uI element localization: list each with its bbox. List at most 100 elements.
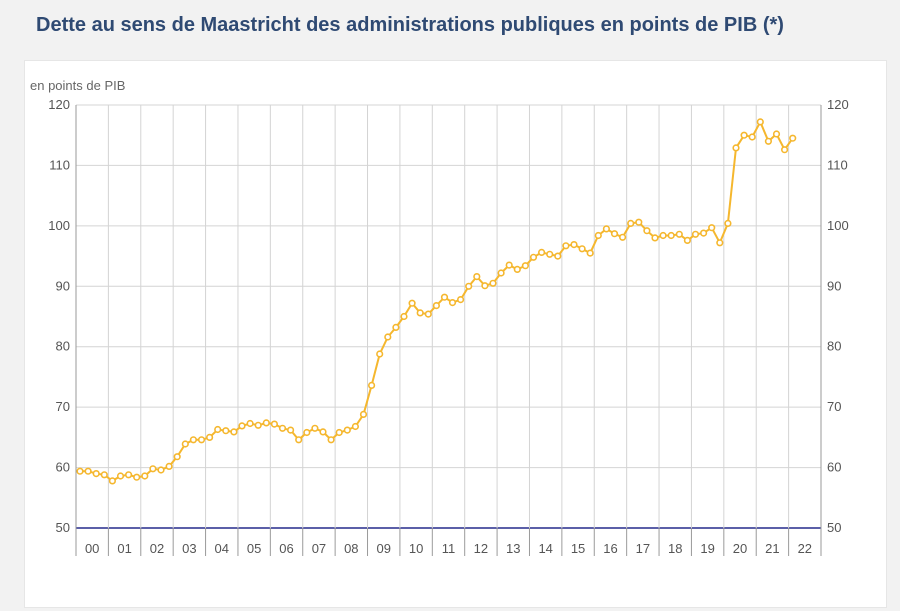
data-point (489, 279, 497, 287)
data-point (84, 467, 92, 475)
x-tick-label: 15 (571, 541, 585, 556)
x-tick-label: 04 (215, 541, 229, 556)
data-point (529, 253, 538, 261)
data-point (586, 249, 594, 257)
y-tick-label-right: 120 (827, 97, 849, 112)
data-point (675, 230, 683, 238)
x-tick-label: 02 (150, 541, 164, 556)
data-point (578, 245, 586, 253)
data-point (206, 433, 214, 442)
x-tick-label: 01 (117, 541, 131, 556)
data-point (173, 453, 181, 461)
y-axis-unit-label: en points de PIB (30, 78, 126, 93)
data-point (570, 241, 578, 249)
data-point (262, 419, 270, 427)
data-point (359, 410, 368, 419)
data-point (554, 252, 562, 260)
x-tick-label: 08 (344, 541, 358, 556)
data-point (780, 146, 789, 154)
data-point (772, 130, 781, 138)
x-tick-label: 10 (409, 541, 423, 556)
data-point (408, 299, 416, 307)
x-tick-label: 13 (506, 541, 520, 556)
data-point (432, 302, 441, 310)
data-point (473, 273, 481, 281)
data-point (141, 472, 149, 480)
data-point (618, 233, 627, 241)
data-point (238, 422, 246, 430)
data-point (230, 428, 238, 436)
data-point (457, 296, 465, 304)
data-point (108, 477, 116, 485)
data-point (270, 420, 279, 428)
x-tick-label: 16 (603, 541, 617, 556)
x-tick-label: 00 (85, 541, 99, 556)
data-point (125, 471, 133, 479)
data-point (319, 428, 327, 436)
data-point (254, 421, 262, 429)
data-point (311, 424, 319, 432)
data-point (368, 381, 376, 390)
data-point (756, 118, 764, 126)
y-tick-label-left: 60 (56, 460, 70, 475)
data-point (295, 436, 303, 444)
data-point (610, 230, 619, 238)
data-point (789, 134, 797, 142)
data-point (513, 265, 521, 274)
data-point (708, 224, 716, 232)
y-tick-label-left: 120 (48, 97, 70, 112)
data-point (157, 466, 165, 474)
y-tick-label-left: 80 (56, 339, 70, 354)
data-point (384, 333, 392, 341)
data-point (699, 229, 708, 237)
y-tick-label-left: 100 (48, 218, 70, 233)
x-tick-label: 07 (312, 541, 326, 556)
data-point (246, 419, 254, 428)
data-point (392, 323, 400, 332)
data-point (716, 239, 724, 247)
y-tick-label-left: 110 (49, 157, 70, 172)
y-axis-right-ticks: 50 60 70 80 90 100 110 120 (827, 97, 849, 535)
y-tick-label-right: 60 (827, 460, 841, 475)
data-point (497, 269, 505, 277)
x-tick-label: 09 (376, 541, 390, 556)
grid-lines (75, 104, 822, 556)
y-axis-left-ticks: 50 60 70 80 90 100 110 120 (48, 97, 70, 535)
data-point (481, 282, 489, 290)
data-point (335, 428, 343, 437)
data-point (116, 472, 125, 480)
data-point (691, 230, 700, 238)
data-point (303, 428, 311, 437)
data-point (76, 467, 84, 475)
data-point (732, 144, 740, 152)
data-point (222, 427, 230, 435)
chart-panel (24, 60, 887, 608)
x-axis-year-labels: 00 01 02 03 04 05 06 07 08 09 10 11 12 13 14 15 16 17 18 19… (85, 541, 812, 556)
data-point (562, 242, 570, 250)
series-points (76, 118, 797, 485)
x-tick-label: 18 (668, 541, 682, 556)
data-point (214, 425, 222, 434)
data-point (189, 436, 197, 444)
data-point (287, 426, 295, 434)
data-point (448, 299, 457, 307)
data-point (748, 133, 756, 141)
data-point (416, 309, 424, 317)
data-point (659, 231, 667, 240)
data-point (683, 236, 692, 244)
x-tick-label: 12 (474, 541, 488, 556)
data-point (400, 312, 408, 321)
series-line-debt (80, 119, 794, 483)
y-tick-label-right: 90 (827, 278, 841, 293)
x-tick-label: 06 (279, 541, 293, 556)
data-point (505, 261, 513, 269)
y-tick-label-left: 70 (56, 399, 70, 414)
data-point (197, 436, 206, 444)
data-point (546, 250, 554, 258)
data-point (643, 227, 651, 235)
data-point (165, 462, 173, 471)
x-tick-label: 19 (700, 541, 714, 556)
x-tick-label: 14 (538, 541, 552, 556)
data-point (133, 473, 141, 481)
data-point (149, 465, 157, 473)
